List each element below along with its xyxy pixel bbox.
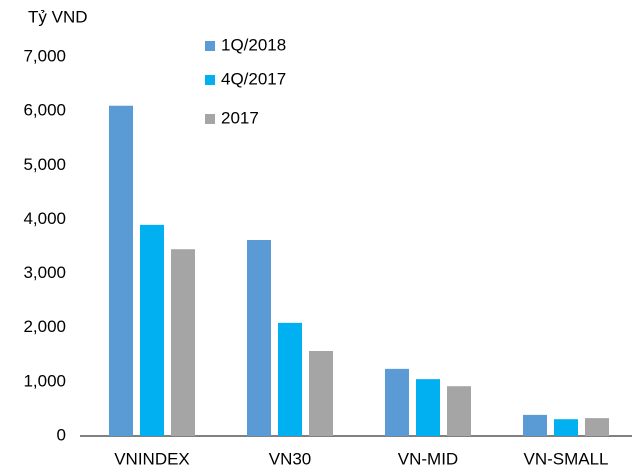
- legend-swatch: [205, 75, 215, 85]
- legend-swatch: [205, 114, 215, 124]
- x-tick-label: VN-MID: [398, 449, 458, 468]
- y-tick-label: 4,000: [23, 209, 66, 228]
- bar: [585, 418, 609, 436]
- bar: [447, 386, 471, 436]
- legend-label: 1Q/2018: [221, 35, 286, 54]
- y-axis-label: Tỷ VND: [28, 7, 88, 26]
- bar: [385, 368, 409, 436]
- bar: [416, 379, 440, 436]
- y-tick-label: 6,000: [23, 101, 66, 120]
- y-tick-label: 1,000: [23, 371, 66, 390]
- x-tick-label: VN30: [269, 449, 312, 468]
- y-tick-label: 7,000: [23, 46, 66, 65]
- bar: [523, 414, 547, 436]
- bar: [309, 350, 333, 436]
- x-tick-label: VN-SMALL: [523, 449, 608, 468]
- y-tick-label: 0: [57, 425, 66, 444]
- legend-swatch: [205, 41, 215, 51]
- legend-label: 2017: [221, 108, 259, 127]
- x-tick-label: VNINDEX: [114, 449, 190, 468]
- bar: [278, 322, 302, 436]
- bar: [171, 249, 195, 436]
- bar: [109, 105, 133, 436]
- y-tick-label: 3,000: [23, 263, 66, 282]
- bar: [140, 224, 164, 436]
- bar: [554, 419, 578, 436]
- legend-label: 4Q/2017: [221, 69, 286, 88]
- bar: [247, 240, 271, 436]
- y-tick-label: 5,000: [23, 155, 66, 174]
- y-tick-label: 2,000: [23, 317, 66, 336]
